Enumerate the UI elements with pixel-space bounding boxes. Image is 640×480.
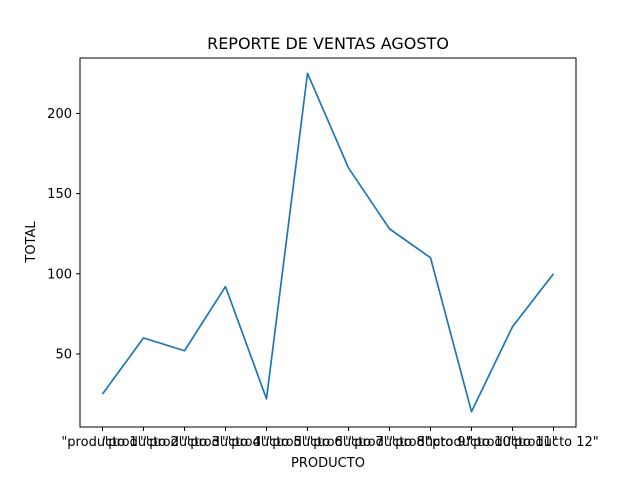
x-tick-label: "producto 12" (508, 435, 599, 450)
y-axis-title: TOTAL (24, 221, 39, 264)
y-tick-label: 150 (47, 187, 72, 202)
x-tick-label: "producto 3" (143, 435, 225, 450)
chart-title: REPORTE DE VENTAS AGOSTO (207, 34, 449, 53)
y-axis: 50 100 150 200 (47, 107, 80, 362)
series-line (101, 72, 555, 413)
y-tick-label: 100 (47, 267, 72, 282)
x-tick-label: "producto 1" (61, 435, 143, 450)
x-axis-title: PRODUCTO (291, 456, 365, 471)
plot-area (79, 57, 577, 428)
x-axis: "producto 1""producto 2""producto 3""pro… (61, 427, 599, 450)
x-tick-label: "producto 8" (348, 435, 430, 450)
y-tick-label: 200 (47, 107, 72, 122)
x-tick-label: "producto 5" (225, 435, 307, 450)
x-tick-label: "producto 10" (426, 435, 517, 450)
x-tick-label: "producto 11" (467, 435, 558, 450)
y-tick-label: 50 (55, 347, 72, 362)
x-tick-label: "producto 7" (307, 435, 389, 450)
x-tick-label: "producto 9" (389, 435, 471, 450)
x-tick-label: "producto 2" (102, 435, 184, 450)
x-tick-label: "producto 6" (266, 435, 348, 450)
x-tick-label: "producto 4" (184, 435, 266, 450)
